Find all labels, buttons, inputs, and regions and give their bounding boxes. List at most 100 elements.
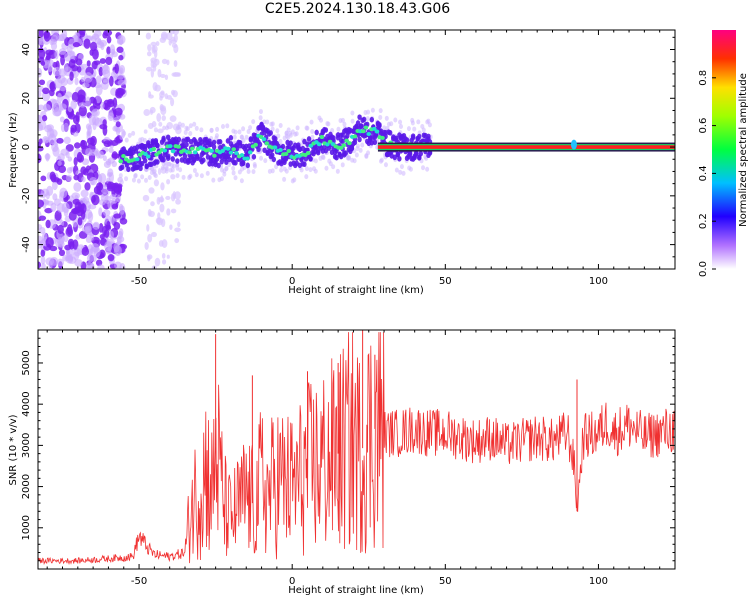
noise-blob xyxy=(170,173,176,180)
noise-blob xyxy=(63,122,69,133)
y-tick-label: 5000 xyxy=(21,350,32,375)
halo-blob xyxy=(398,119,403,125)
ridge-blob xyxy=(349,145,355,151)
noise-blob xyxy=(99,58,107,64)
noise-blob xyxy=(145,32,152,40)
noise-blob xyxy=(113,213,122,219)
noise-blob xyxy=(84,72,93,84)
noise-blob xyxy=(115,126,121,136)
noise-blob xyxy=(86,253,94,263)
noise-blob xyxy=(154,257,161,267)
halo-blob xyxy=(398,169,403,175)
halo-blob xyxy=(406,126,411,132)
halo-blob xyxy=(232,134,237,140)
noise-blob xyxy=(106,185,115,192)
halo-blob xyxy=(335,168,340,174)
noise-blob xyxy=(157,168,162,176)
halo-blob xyxy=(426,118,431,124)
noise-blob xyxy=(49,82,56,90)
halo-blob xyxy=(378,108,383,114)
noise-blob xyxy=(78,105,87,117)
ridge-blob xyxy=(225,138,231,144)
noise-blob xyxy=(76,66,82,73)
noise-blob xyxy=(111,153,120,159)
ridge-blob xyxy=(372,139,378,146)
snr-series-line xyxy=(38,332,675,566)
halo-blob xyxy=(215,126,220,132)
halo-blob xyxy=(124,137,129,143)
colorbar-ticks: 0.0 0.2 0.4 0.6 0.8 xyxy=(698,70,716,277)
ridge-core xyxy=(264,141,270,146)
halo-blob xyxy=(282,176,287,182)
noise-blob xyxy=(114,107,123,116)
noise-blob xyxy=(105,56,113,66)
halo-blob xyxy=(274,164,279,170)
noise-blob xyxy=(67,105,73,113)
ridge-core xyxy=(366,131,372,136)
ridge-blob xyxy=(256,146,261,153)
ridge-core xyxy=(360,129,366,134)
ridge-blob xyxy=(345,133,350,139)
ridge-core xyxy=(176,144,181,149)
ridge-blob xyxy=(153,137,159,144)
noise-blob xyxy=(111,198,118,204)
halo-blob xyxy=(127,132,132,138)
noise-blob xyxy=(63,234,69,243)
noise-blob xyxy=(38,235,44,246)
halo-blob xyxy=(340,117,345,123)
halo-blob xyxy=(188,123,193,129)
halo-blob xyxy=(180,122,185,128)
noise-blob xyxy=(95,75,102,84)
noise-blob xyxy=(109,75,114,87)
noise-blob xyxy=(59,86,67,92)
noise-blob xyxy=(40,256,46,265)
ridge-blob xyxy=(361,116,367,123)
ridge-blob xyxy=(392,154,397,161)
noise-blob xyxy=(113,184,120,193)
halo-blob xyxy=(181,174,186,180)
halo-blob xyxy=(425,166,430,172)
noise-blob xyxy=(172,30,179,36)
noise-blob xyxy=(86,137,95,145)
noise-blob xyxy=(97,264,105,269)
halo-blob xyxy=(161,161,166,167)
ridge-core xyxy=(371,126,377,131)
noise-blob xyxy=(143,129,148,134)
x-tick-label: -50 xyxy=(131,576,147,587)
halo-blob xyxy=(309,119,314,125)
noise-blob xyxy=(150,231,157,238)
ridge-blob xyxy=(218,139,223,145)
halo-blob xyxy=(346,155,351,161)
noise-blob xyxy=(58,48,67,56)
noise-blob xyxy=(166,254,170,259)
ridge-core xyxy=(220,148,225,153)
ridge-blob xyxy=(331,135,336,141)
ridge-core xyxy=(363,125,369,130)
halo-blob xyxy=(331,164,336,170)
colorbar-tick-label: 0.8 xyxy=(698,70,709,86)
noise-blob xyxy=(119,217,128,225)
y-tick-label: 3000 xyxy=(21,433,32,458)
noise-blob xyxy=(160,73,166,78)
y-tick-label: 20 xyxy=(21,92,32,105)
noise-blob xyxy=(102,209,111,217)
ridge-blob xyxy=(161,135,166,142)
halo-blob xyxy=(231,170,236,176)
halo-blob xyxy=(304,174,309,180)
ridge-core xyxy=(347,141,352,146)
noise-blob xyxy=(38,30,44,38)
noise-blob xyxy=(38,90,42,98)
colorbar: 0.0 0.2 0.4 0.6 0.8 Normalized spectral ampl… xyxy=(698,30,749,277)
noise-blob xyxy=(117,79,126,86)
ridge-core xyxy=(325,142,330,147)
noise-blob xyxy=(96,103,101,110)
ridge-core xyxy=(239,153,245,158)
ridge-blob xyxy=(268,130,273,136)
noise-blob xyxy=(118,54,124,61)
noise-blob xyxy=(65,174,73,182)
halo-blob xyxy=(131,177,136,183)
ridge-blob xyxy=(369,116,375,123)
noise-blob xyxy=(114,63,119,74)
x-tick-label: 50 xyxy=(439,576,452,587)
y-tick-label: 0 xyxy=(21,144,32,150)
